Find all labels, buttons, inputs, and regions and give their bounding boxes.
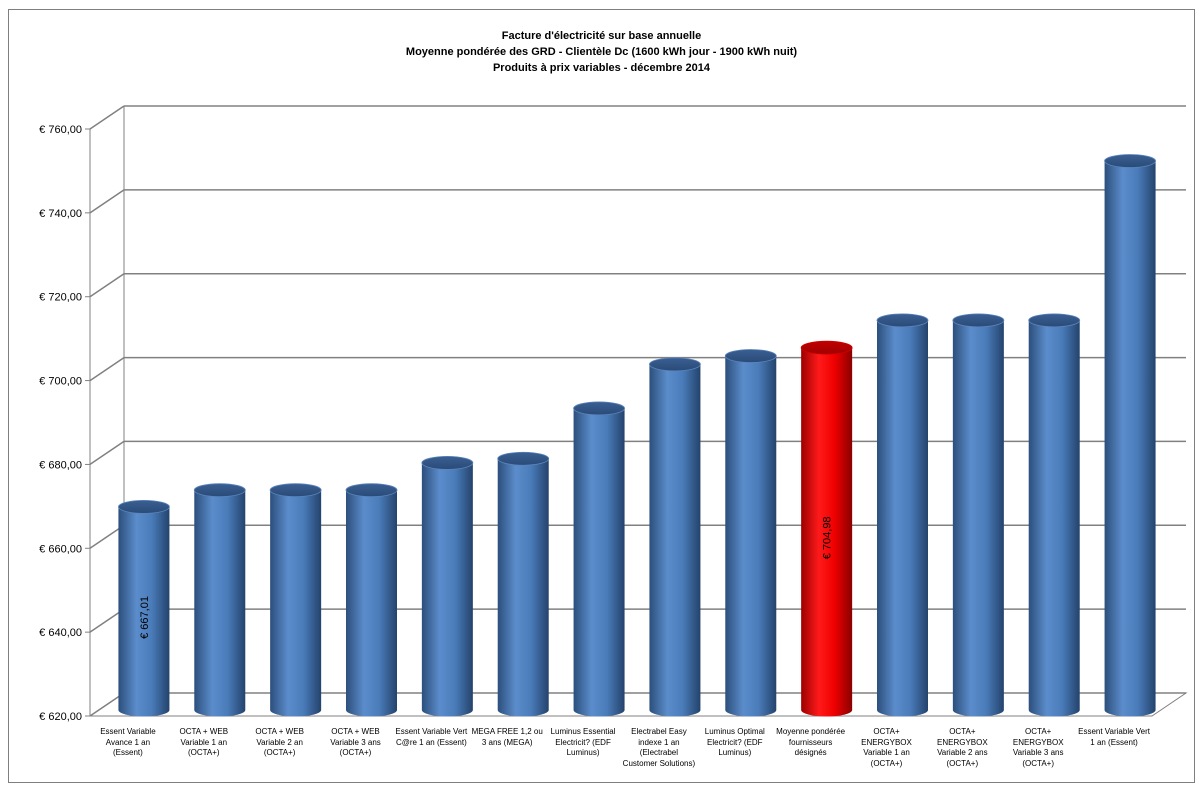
bar-body (573, 408, 625, 717)
y-tick-label: € 760,00 (39, 124, 82, 136)
bar-body (725, 355, 777, 717)
bar-body (421, 462, 473, 717)
bar-body (877, 320, 928, 717)
gridline-side (89, 105, 125, 130)
gridline-side (89, 189, 125, 214)
y-tick-label: € 740,00 (39, 208, 82, 220)
x-tick-label: Essent Variable Avance 1 an (Essent) (100, 727, 156, 757)
gridline-side (89, 273, 125, 298)
x-tick-label: OCTA+ ENERGYBOX Variable 2 ans (OCTA+) (937, 727, 988, 768)
gridline-side (89, 356, 125, 382)
bar (345, 483, 398, 717)
bar-body (649, 364, 701, 717)
bar (724, 349, 777, 717)
bar-body (801, 347, 853, 717)
x-tick-label: OCTA+ ENERGYBOX Variable 3 ans (OCTA+) (1012, 727, 1064, 768)
bar-top (876, 313, 929, 328)
y-tick-label: € 680,00 (39, 459, 82, 471)
x-tick-label: Luminus Optimal Electricit? (EDF Luminus… (704, 727, 765, 757)
x-tick-label: MEGA FREE 1,2 ou 3 ans (MEGA) (471, 727, 543, 747)
bars (118, 154, 1156, 717)
chart-title: Facture d'électricité sur base annuelle (501, 30, 702, 42)
bar-top (724, 349, 777, 363)
bar (952, 313, 1005, 717)
x-tick-label: Luminus Essential Electricit? (EDF Lumin… (550, 727, 616, 757)
bar (876, 313, 929, 717)
bar (1104, 154, 1156, 717)
x-tick-label: Moyenne pondérée fournisseurs désignés (776, 727, 846, 757)
x-tick-label: OCTA + WEB Variable 3 ans (OCTA+) (330, 727, 381, 757)
bar-top (649, 357, 701, 372)
bar (1028, 313, 1081, 717)
x-tick-label: OCTA + WEB Variable 1 an (OCTA+) (179, 727, 229, 757)
y-tick-label: € 640,00 (39, 627, 82, 639)
bar-body (952, 320, 1004, 717)
bar-body (118, 506, 170, 717)
gridline-side (89, 692, 125, 717)
bar (421, 456, 474, 717)
bar-body (270, 490, 322, 717)
data-label: € 667,01 (139, 596, 151, 639)
bar (649, 357, 701, 717)
bar-body (194, 490, 246, 717)
bar-top (1028, 313, 1081, 328)
gridline-side (89, 608, 125, 633)
bar-top (1104, 154, 1156, 168)
x-tick-label: Essent Variable Vert 1 an (Essent) (1078, 727, 1150, 747)
chart-floor (88, 692, 1188, 717)
gridline-side (89, 440, 125, 466)
bar (193, 483, 246, 717)
bar-top (193, 483, 246, 498)
bar-body (346, 490, 397, 717)
bar-top (800, 340, 853, 355)
chart-subtitle-1: Moyenne pondérée des GRD - Clientèle Dc … (405, 46, 798, 58)
bar-top (497, 451, 550, 466)
bar-top (345, 483, 398, 498)
bar (573, 401, 625, 717)
y-tick-label: € 660,00 (39, 543, 82, 555)
bar-top (118, 499, 170, 514)
data-label: € 704,98 (822, 516, 834, 559)
bar-body (497, 458, 549, 717)
bar-top (269, 483, 322, 498)
gridline-side (89, 524, 125, 549)
x-tick-label: Electrabel Easy indexe 1 an (Electrabel … (622, 727, 696, 768)
y-tick-label: € 720,00 (39, 292, 82, 304)
x-tick-label: OCTA+ ENERGYBOX Variable 1 an (OCTA+) (861, 727, 912, 768)
bar-top (952, 313, 1005, 328)
data-labels: € 667,01 € 704,98 (139, 516, 834, 638)
bar (118, 499, 170, 717)
y-tick-label: € 620,00 (39, 711, 82, 723)
bar-body (1028, 320, 1080, 717)
x-tick-label: OCTA + WEB Variable 2 an (OCTA+) (255, 727, 304, 757)
y-tick-label: € 700,00 (39, 376, 82, 388)
bar-highlight (800, 340, 853, 717)
bar (497, 451, 550, 717)
bar (269, 483, 322, 717)
chart-subtitle-2: Produits à prix variables - décembre 201… (492, 62, 711, 74)
x-tick-label: Essent Variable Vert C@re 1 an (Essent) (395, 727, 468, 747)
bar-body (1104, 161, 1156, 717)
bar-top (421, 456, 474, 470)
bar-top (573, 401, 625, 416)
